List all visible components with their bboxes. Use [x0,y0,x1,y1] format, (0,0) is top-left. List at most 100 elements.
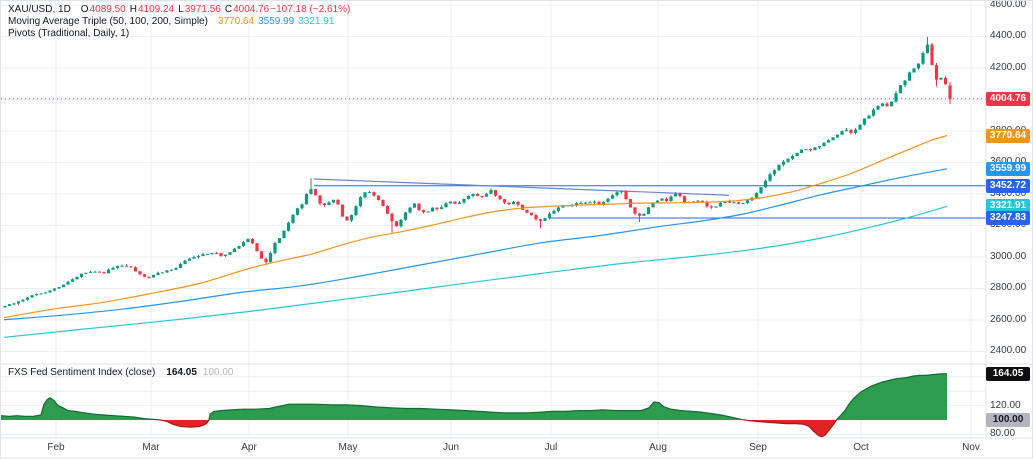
candle-body [781,161,786,165]
candle-body [898,85,903,94]
candle-body [700,200,705,203]
candle-body [606,198,610,202]
price-badge: 3452.72 [986,178,1030,193]
candle-body [925,44,930,54]
candle-body [709,206,714,208]
price-tick-label: 4200.00 [990,61,1027,73]
candle-body [475,193,480,196]
candle-body [340,204,345,217]
candle-body [736,202,741,204]
candle-body [804,149,808,151]
month-label: Oct [853,442,869,453]
candle-body [421,210,426,213]
month-label: Jun [442,442,460,453]
candle-body [655,200,660,203]
candle-body [799,149,804,153]
candle-body [97,271,102,273]
candle-body [237,246,241,249]
candle-body [889,101,894,107]
candle-body [903,80,907,86]
candle-body [583,202,588,204]
candle-body [727,201,732,203]
candle-body [273,243,277,254]
candle-body [70,279,75,282]
candle-body [795,152,799,157]
candle-body [61,284,66,288]
candle-body [633,207,637,214]
candle-body [219,252,223,256]
candle-body [385,205,390,214]
price-tick-label: 2800.00 [990,282,1027,294]
candle-body [480,195,484,197]
candle-body [862,118,867,125]
candle-body [205,253,210,255]
candle-body [471,193,475,197]
candle-body [822,142,826,146]
candle-body [48,290,52,293]
candle-body [786,158,790,162]
candle-body [327,202,331,205]
candle-body [817,145,822,148]
ma-legend-row[interactable]: Moving Average Triple (50, 100, 200, Sim… [8,16,350,28]
candle-body [268,253,273,263]
candle-body [579,203,583,205]
candle-body [367,192,372,194]
candle-body [507,202,511,205]
price-badge: 3247.83 [986,210,1030,225]
candle-body [448,201,453,204]
candle-body [669,196,673,202]
candle-body [124,265,129,267]
candle-body [151,274,156,278]
candle-body [673,193,678,197]
candle-body [439,207,444,210]
candle-body [376,195,381,200]
symbol-legend-row[interactable]: XAU/USD, 1D O4089.50 H4109.24 L3971.56 C4004… [8,4,350,16]
price-tick-label: 2400.00 [990,345,1027,357]
ma50-value: 3770.64 [217,16,255,27]
candle-body [876,106,880,110]
candle-body [178,263,183,268]
candle-body [457,202,462,204]
candle-body [291,214,295,223]
candle-body [714,206,718,208]
candle-body [444,203,448,208]
price-tick-label: 3400.00 [990,187,1027,199]
candle-body [498,195,502,200]
candle-body [880,103,885,107]
ma100-line [3,168,948,321]
candle-body [921,53,925,64]
candle-body [214,252,219,254]
high-value: 4109.24 [137,4,175,15]
candle-body [682,196,687,203]
candle-body [858,124,862,130]
candle-body [138,271,142,275]
candle-body [79,273,84,277]
time-scale[interactable]: Feb Mar Apr May Jun Jul Aug Sep Oct Nov [1,436,1032,458]
candle-body [3,305,7,308]
candle-body [547,213,552,219]
month-label: Jul [544,442,558,453]
candle-body [943,77,948,85]
price-scale[interactable]: 4600.004400.004200.004000.003800.003600.… [984,1,1032,439]
candle-body [615,192,619,196]
price-tick-label: 2600.00 [990,313,1027,325]
candle-body [322,203,327,205]
pivots-legend-row[interactable]: Pivots (Traditional, Daily, 1) [8,28,350,40]
candle-body [610,195,615,199]
trendline [313,178,730,196]
candle-body [313,189,318,196]
price-tick-label: 3000.00 [990,250,1027,262]
candle-body [930,44,934,66]
sentiment-legend-row[interactable]: FXS Fed Sentiment Index (close) 164.05 100… [8,367,233,379]
candle-body [358,197,363,207]
candle-body [538,219,543,221]
candle-body [286,222,291,231]
candle-body [75,276,79,280]
candle-body [453,201,457,204]
candle-body [318,195,322,204]
price-tick-label: 4400.00 [990,30,1027,42]
candle-body [723,201,727,203]
candle-body [813,147,817,151]
